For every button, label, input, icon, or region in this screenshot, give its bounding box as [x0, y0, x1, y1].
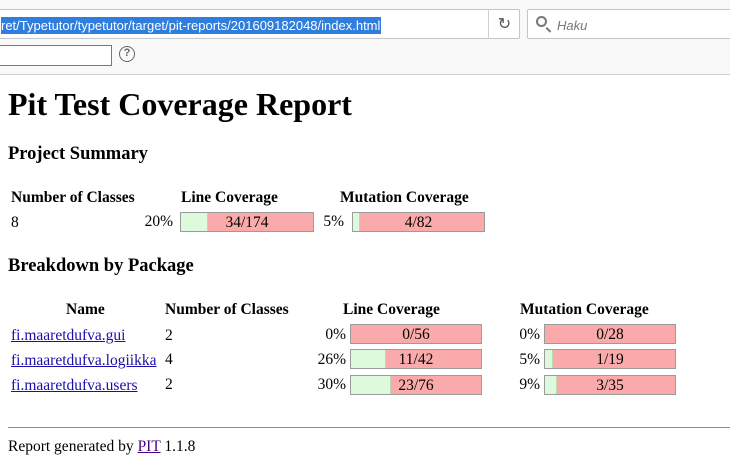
package-mutation-percent: 9% [519, 376, 540, 393]
breakdown-header-classes: Number of Classes [165, 301, 289, 318]
search-box[interactable] [527, 9, 730, 39]
coverage-label: 11/42 [398, 351, 434, 368]
help-icon[interactable]: ? [119, 46, 135, 62]
summary-header-classes: Number of Classes [11, 189, 135, 206]
summary-mutation-percent: 5% [323, 213, 344, 230]
package-line-percent: 26% [317, 351, 346, 368]
package-classes: 4 [165, 351, 173, 368]
footer-version: 1.1.8 [164, 438, 196, 455]
browser-toolbar: ret/Typetutor/typetutor/target/pit-repor… [0, 0, 730, 75]
address-bar[interactable]: ret/Typetutor/typetutor/target/pit-repor… [0, 9, 520, 39]
package-link[interactable]: fi.maaretdufva.logiikka [11, 352, 157, 369]
package-mutation-bar: 0/28 [544, 324, 676, 344]
package-line-bar: 23/76 [350, 375, 482, 395]
coverage-label: 0/28 [596, 326, 624, 343]
reload-icon: ↻ [497, 16, 512, 33]
breakdown-header-mutation: Mutation Coverage [520, 301, 649, 318]
coverage-fill [353, 213, 361, 231]
summary-header-mutation: Mutation Coverage [340, 189, 469, 206]
search-icon [536, 16, 547, 27]
coverage-label: 23/76 [398, 377, 434, 394]
package-mutation-percent: 5% [519, 351, 540, 368]
coverage-fill [351, 376, 392, 394]
coverage-fill [351, 350, 387, 368]
footer: Report generated by PIT 1.1.8 [8, 438, 195, 456]
package-line-bar: 0/56 [350, 324, 482, 344]
summary-header-line: Line Coverage [181, 189, 278, 206]
breakdown-header-line: Line Coverage [343, 301, 440, 318]
breakdown-header-name: Name [66, 301, 105, 318]
search-input[interactable] [555, 15, 729, 35]
coverage-label: 3/35 [596, 377, 624, 394]
package-line-percent: 0% [325, 326, 346, 343]
address-bar-url[interactable]: ret/Typetutor/typetutor/target/pit-repor… [1, 17, 382, 34]
footer-prefix: Report generated by [8, 438, 134, 455]
coverage-label: 0/56 [402, 326, 430, 343]
coverage-fill [545, 376, 558, 394]
coverage-label: 4/82 [404, 214, 433, 231]
reload-button[interactable]: ↻ [488, 9, 520, 39]
coverage-fill [545, 350, 553, 368]
package-link[interactable]: fi.maaretdufva.gui [11, 327, 126, 344]
package-classes: 2 [165, 376, 173, 393]
pit-link[interactable]: PIT [137, 438, 161, 455]
summary-line-percent: 20% [144, 213, 173, 230]
breakdown-heading: Breakdown by Package [8, 256, 194, 276]
summary-classes-value: 8 [11, 214, 19, 231]
package-line-percent: 30% [317, 376, 346, 393]
find-input[interactable] [0, 45, 112, 66]
footer-divider [8, 427, 730, 428]
coverage-label: 1/19 [596, 351, 624, 368]
package-line-bar: 11/42 [350, 349, 482, 369]
page-title: Pit Test Coverage Report [8, 86, 352, 122]
package-classes: 2 [165, 327, 173, 344]
coverage-fill [181, 213, 208, 231]
coverage-label: 34/174 [225, 214, 269, 231]
package-mutation-bar: 3/35 [544, 375, 676, 395]
summary-line-bar: 34/174 [180, 212, 314, 232]
package-link[interactable]: fi.maaretdufva.users [11, 377, 138, 394]
package-mutation-bar: 1/19 [544, 349, 676, 369]
summary-mutation-bar: 4/82 [352, 212, 485, 232]
project-summary-heading: Project Summary [8, 144, 148, 164]
package-mutation-percent: 0% [519, 326, 540, 343]
